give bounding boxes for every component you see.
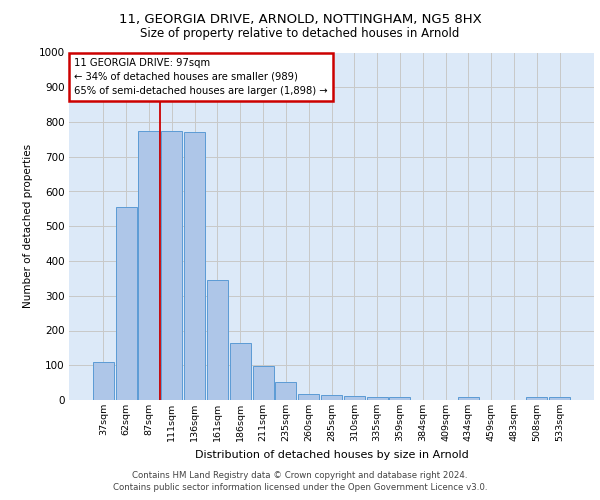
Bar (526, 397, 547, 400)
Bar (458, 397, 479, 400)
Bar (321, 395, 342, 400)
Bar (161, 130, 182, 400)
Bar (389, 396, 410, 400)
Bar (253, 366, 274, 400)
Bar (184, 132, 205, 400)
Bar (230, 342, 251, 400)
Text: 11 GEORGIA DRIVE: 97sqm
← 34% of detached houses are smaller (989)
65% of semi-d: 11 GEORGIA DRIVE: 97sqm ← 34% of detache… (74, 58, 328, 96)
Bar (344, 396, 365, 400)
Bar (93, 362, 114, 400)
Bar (275, 382, 296, 400)
Text: Contains HM Land Registry data © Crown copyright and database right 2024.
Contai: Contains HM Land Registry data © Crown c… (113, 471, 487, 492)
Y-axis label: Number of detached properties: Number of detached properties (23, 144, 33, 308)
Bar (367, 396, 388, 400)
Text: Size of property relative to detached houses in Arnold: Size of property relative to detached ho… (140, 28, 460, 40)
Text: 11, GEORGIA DRIVE, ARNOLD, NOTTINGHAM, NG5 8HX: 11, GEORGIA DRIVE, ARNOLD, NOTTINGHAM, N… (119, 12, 481, 26)
X-axis label: Distribution of detached houses by size in Arnold: Distribution of detached houses by size … (194, 450, 469, 460)
Bar (549, 397, 570, 400)
Bar (207, 280, 228, 400)
Bar (116, 207, 137, 400)
Bar (298, 394, 319, 400)
Bar (139, 130, 160, 400)
